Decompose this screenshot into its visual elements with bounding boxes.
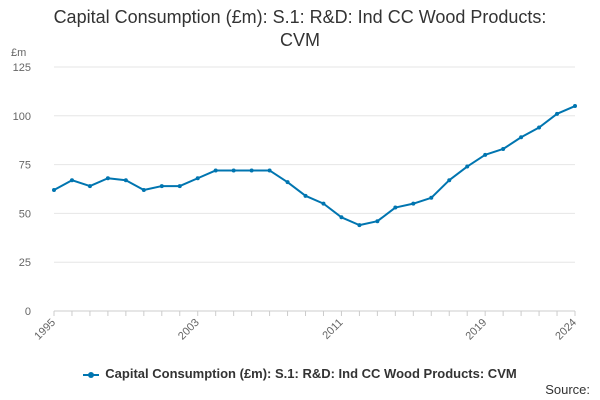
source-label: Source: bbox=[545, 382, 590, 397]
legend-label: Capital Consumption (£m): S.1: R&D: Ind … bbox=[105, 366, 517, 381]
y-axis-unit-label: £m bbox=[11, 47, 26, 59]
series-group bbox=[52, 104, 577, 228]
gridlines bbox=[54, 66, 575, 312]
data-point-2010 bbox=[321, 201, 326, 206]
data-point-2008 bbox=[285, 180, 290, 185]
data-point-2000 bbox=[141, 187, 146, 192]
y-tick-label-0: 0 bbox=[25, 306, 31, 318]
data-point-2023 bbox=[555, 111, 560, 116]
data-point-2017 bbox=[447, 178, 452, 183]
x-tick-label-2011: 2011 bbox=[320, 317, 345, 342]
data-point-2005 bbox=[231, 168, 236, 173]
data-point-2002 bbox=[177, 184, 182, 189]
x-axis: 1995 2003 2011 2019 2024 bbox=[32, 310, 579, 343]
x-tick-label-2024: 2024 bbox=[553, 317, 579, 343]
series-line-0 bbox=[53, 105, 576, 227]
y-tick-label-75: 75 bbox=[19, 160, 31, 172]
data-point-2001 bbox=[159, 184, 164, 189]
data-point-2012 bbox=[357, 223, 362, 228]
y-tick-label-50: 50 bbox=[19, 208, 31, 220]
y-axis: 0 25 50 75 100 125 bbox=[13, 62, 31, 318]
data-point-2020 bbox=[501, 146, 506, 151]
legend-swatch bbox=[83, 371, 100, 378]
data-point-2021 bbox=[519, 135, 524, 140]
data-point-2011 bbox=[339, 215, 344, 220]
x-tick-label-2019: 2019 bbox=[463, 317, 489, 343]
data-point-2013 bbox=[375, 219, 380, 224]
y-tick-label-100: 100 bbox=[13, 111, 31, 123]
data-point-1995 bbox=[52, 187, 56, 192]
data-point-2007 bbox=[267, 168, 272, 173]
legend[interactable]: Capital Consumption (£m): S.1: R&D: Ind … bbox=[0, 366, 600, 381]
data-point-2024 bbox=[573, 104, 577, 109]
data-point-1997 bbox=[87, 184, 92, 189]
data-point-1999 bbox=[123, 178, 128, 183]
data-point-1996 bbox=[69, 178, 74, 183]
data-point-2018 bbox=[465, 164, 470, 169]
data-point-2015 bbox=[411, 201, 416, 206]
x-tick-label-1995: 1995 bbox=[32, 317, 58, 343]
data-point-2022 bbox=[537, 125, 542, 130]
data-point-1998 bbox=[105, 176, 110, 181]
data-point-2016 bbox=[429, 195, 434, 200]
data-point-2014 bbox=[393, 205, 398, 210]
data-point-2003 bbox=[195, 176, 200, 181]
y-tick-label-25: 25 bbox=[19, 257, 31, 269]
chart-title: Capital Consumption (£m): S.1: R&D: Ind … bbox=[53, 7, 547, 50]
data-point-2019 bbox=[483, 152, 488, 157]
y-tick-label-125: 125 bbox=[13, 62, 31, 74]
x-tick-label-2003: 2003 bbox=[176, 317, 202, 343]
data-point-2009 bbox=[303, 193, 308, 198]
data-point-2006 bbox=[249, 168, 254, 173]
data-point-2004 bbox=[213, 168, 218, 173]
